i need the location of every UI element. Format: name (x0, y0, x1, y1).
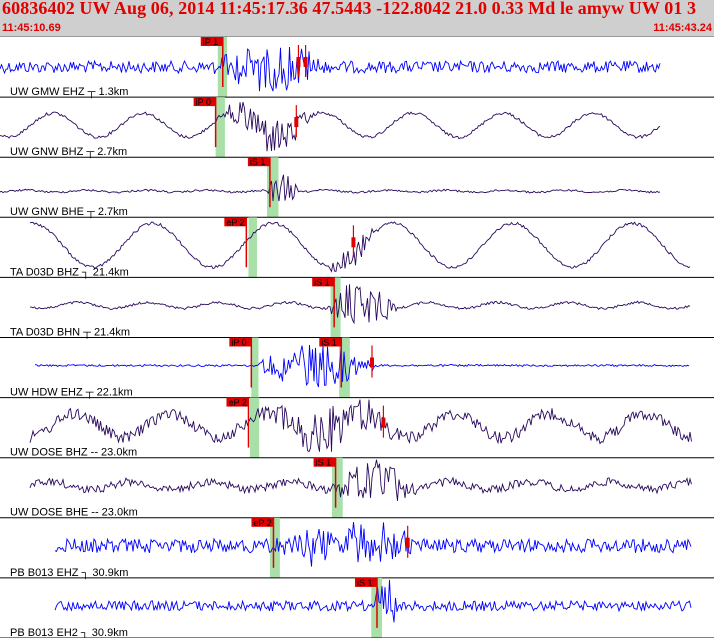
waveform (29, 459, 692, 502)
pick-flag[interactable] (200, 37, 223, 46)
pick-label: iP 0 (196, 97, 211, 107)
amp-marker (405, 537, 410, 548)
station-label: UW GMW EHZ ┬ 1.3km (10, 86, 128, 99)
station-label: PB B013 EH2 ┐ 30.9km (10, 627, 128, 638)
pick-band (339, 337, 350, 398)
pick-band (249, 397, 260, 458)
pick-flag[interactable] (313, 457, 336, 467)
trace-row[interactable]: eP 2 UW DOSE BHZ -- 23.0km (0, 397, 714, 459)
station-label: UW HDW EHZ ┬ 22.1km (10, 387, 133, 400)
pick-band (269, 517, 280, 578)
pick-label: iS 1 (314, 277, 330, 287)
pick-band (215, 97, 225, 158)
trace-row[interactable]: iP 0 iS 1 UW HDW EHZ ┬ 22.1km (0, 337, 714, 400)
station-label: UW DOSE BHE -- 23.0km (10, 507, 138, 519)
title-bar: 60836402 UW Aug 06, 2014 11:45:17.36 47.… (0, 0, 714, 37)
amp-marker (294, 117, 299, 128)
waveform (30, 284, 691, 325)
pick-label: iP 1 (203, 37, 218, 47)
station-label: TA D03D BHN ┬ 21.4km (10, 326, 130, 339)
pick-label: eP 2 (228, 398, 246, 408)
trace-row[interactable]: iS 1 UW DOSE BHE -- 23.0km (0, 457, 714, 519)
trace-row[interactable]: iS 1 TA D03D BHN ┬ 21.4km (0, 277, 714, 339)
pick-flag[interactable] (251, 517, 274, 527)
time-start-label: 11:45:10.69 (2, 22, 61, 34)
station-label: UW GNW BHZ ┬ 2.7km (10, 146, 127, 159)
waveform (0, 174, 661, 202)
pick-band (267, 157, 279, 218)
waveform (0, 46, 661, 92)
amp-marker (381, 417, 386, 428)
waveform (0, 101, 661, 152)
pick-flag[interactable] (319, 337, 342, 347)
pick-label: eP 2 (253, 518, 271, 528)
pick-label: iS 1 (250, 157, 266, 167)
waveform (29, 399, 692, 453)
waveform (35, 344, 690, 388)
station-label: UW GNW BHE ┬ 2.7km (10, 206, 128, 219)
seismogram-panel[interactable]: iP 1 UW GMW EHZ ┬ 1.3km iP 0 UW GNW BHZ ┬ 2… (0, 37, 714, 638)
pick-flag[interactable] (193, 97, 216, 107)
pick-flag[interactable] (354, 577, 377, 587)
time-end-label: 11:45:43.24 (653, 22, 712, 34)
pick-label: iS 1 (316, 458, 332, 468)
pick-label: iS 1 (357, 578, 373, 588)
amp-marker (296, 57, 301, 67)
pick-flag[interactable] (224, 217, 247, 227)
pick-band (248, 217, 258, 278)
station-label: UW DOSE BHZ -- 23.0km (10, 447, 137, 459)
pick-flag[interactable] (226, 397, 249, 407)
pick-band (251, 337, 259, 398)
event-title: 60836402 UW Aug 06, 2014 11:45:17.36 47.… (2, 0, 697, 18)
pick-band (330, 277, 341, 338)
pick-flag[interactable] (312, 277, 335, 287)
trace-row[interactable]: iS 1 PB B013 EH2 ┐ 30.9km (0, 577, 714, 638)
trace-row[interactable]: iS 1 UW GNW BHE ┬ 2.7km (0, 157, 714, 219)
trace-row[interactable]: eP 2 PB B013 EHZ ┐ 30.9km (0, 517, 714, 580)
station-label: PB B013 EHZ ┐ 30.9km (10, 567, 128, 580)
pick-label: iP 0 (231, 338, 246, 348)
waveform (54, 579, 692, 623)
trace-row[interactable]: iP 0 UW GNW BHZ ┬ 2.7km (0, 97, 714, 159)
pick-label: eP 2 (226, 217, 244, 227)
amp-marker (369, 357, 374, 368)
amp-marker (351, 237, 356, 248)
waveform (29, 221, 691, 273)
trace-row[interactable]: iP 1 UW GMW EHZ ┬ 1.3km (0, 37, 714, 99)
amp-marker (303, 57, 308, 67)
trace-row[interactable]: eP 2 TA D03D BHZ ┐ 21.4km (0, 217, 714, 279)
pick-flag[interactable] (247, 157, 270, 167)
pick-label: iS 1 (321, 338, 337, 348)
pick-flag[interactable] (229, 337, 252, 347)
station-label: TA D03D BHZ ┐ 21.4km (10, 266, 129, 279)
waveform (54, 522, 692, 567)
